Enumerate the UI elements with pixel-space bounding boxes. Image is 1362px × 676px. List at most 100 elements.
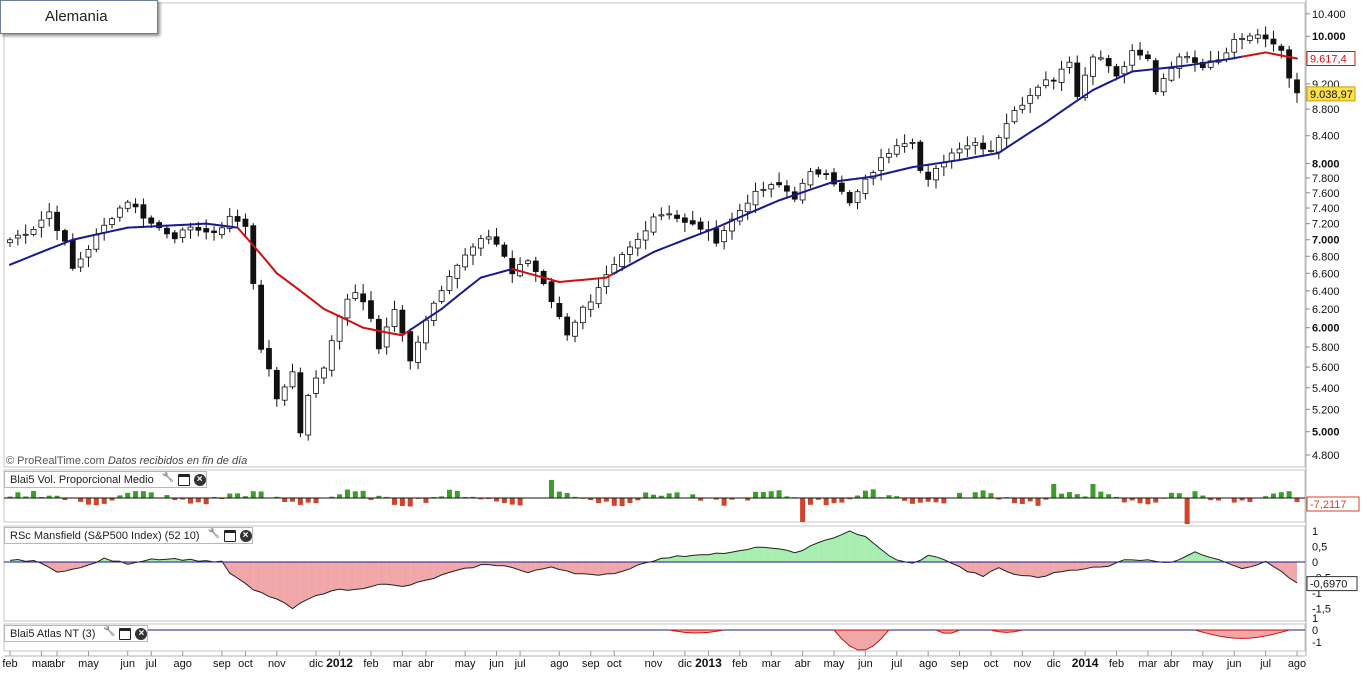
ma-segment <box>850 179 858 180</box>
rsc-tick-label: 1 <box>1312 526 1318 538</box>
ma-segment <box>716 224 724 227</box>
candle <box>565 317 570 335</box>
ma-segment <box>363 328 371 330</box>
price-tick-label: 6.000 <box>1312 323 1340 335</box>
ma-segment <box>677 240 685 243</box>
rsc-fill <box>1273 562 1281 571</box>
x-tick-label: jul <box>145 658 157 670</box>
candle <box>463 255 468 267</box>
volume-bar <box>722 498 727 506</box>
candle <box>839 183 844 191</box>
candle <box>667 214 672 215</box>
candle <box>1185 56 1190 57</box>
x-tick-label: jul <box>1259 658 1271 670</box>
price-tick-label: 4.800 <box>1312 450 1340 462</box>
candle <box>15 235 20 238</box>
ma-segment <box>214 225 222 226</box>
close-icon[interactable]: × <box>240 530 252 542</box>
volume-bar <box>423 498 428 503</box>
wrench-icon[interactable] <box>103 628 115 640</box>
ma-segment <box>465 284 473 290</box>
x-tick-label: oct <box>238 658 253 670</box>
ma-segment <box>1211 61 1219 62</box>
candle <box>164 228 169 234</box>
candle <box>392 310 397 327</box>
ma-segment <box>991 153 999 154</box>
ma-segment <box>1203 62 1211 63</box>
ma-segment <box>865 177 873 178</box>
candle <box>400 310 405 333</box>
price-tick-label: 5.800 <box>1312 342 1340 354</box>
ma-segment <box>395 334 403 335</box>
volume-bar <box>510 498 515 505</box>
ma-segment <box>693 234 701 237</box>
rsc-fill <box>355 562 363 589</box>
candle <box>996 138 1001 153</box>
wrench-icon[interactable] <box>162 474 174 486</box>
price-tick-label: 7.600 <box>1312 188 1340 200</box>
ma-segment <box>1140 70 1148 71</box>
candle <box>714 229 719 244</box>
candle <box>549 282 554 302</box>
ma-segment <box>1195 63 1203 64</box>
ma-segment <box>630 260 638 264</box>
volume-bar <box>408 498 413 506</box>
rsc-fill <box>340 562 348 590</box>
watermark-brand: © ProRealTime.com <box>6 455 105 467</box>
candle <box>698 222 703 229</box>
candle <box>1271 39 1276 44</box>
volume-bar <box>494 498 499 501</box>
volume-bar <box>761 492 766 498</box>
x-tick-label: nov <box>1013 658 1031 670</box>
close-icon[interactable]: × <box>135 628 147 640</box>
candle <box>635 239 640 248</box>
ma-segment <box>1132 71 1140 72</box>
rsc-fill <box>826 538 834 562</box>
x-tick-label: abr <box>418 658 434 670</box>
wrench-icon[interactable] <box>208 530 220 542</box>
rsc-fill <box>693 555 701 562</box>
candle <box>1028 95 1033 103</box>
rsc-fill <box>1093 562 1101 567</box>
price-tick-label: 8.000 <box>1312 159 1340 171</box>
ma-segment <box>1007 143 1015 148</box>
ma-segment <box>912 166 920 167</box>
rsc-fill <box>858 535 866 562</box>
x-tick-label: dic <box>1047 658 1062 670</box>
volume-bar <box>1098 492 1103 498</box>
rsc-fill <box>285 562 293 609</box>
ma-segment <box>905 167 913 169</box>
ma-segment <box>1038 122 1046 127</box>
x-tick-label: mar <box>762 658 781 670</box>
candle <box>235 216 240 221</box>
x-tick-label: nov <box>268 658 286 670</box>
rsc-fill <box>395 562 403 586</box>
volume-bar <box>251 491 256 498</box>
ma-segment <box>1046 117 1054 123</box>
volume-bar <box>918 498 923 503</box>
candle <box>455 265 460 278</box>
x-tick-label: 2014 <box>1072 656 1099 670</box>
candle <box>478 239 483 248</box>
volume-bar <box>910 498 915 504</box>
x-tick-label: jun <box>1226 658 1242 670</box>
price-tick-label: 7.000 <box>1312 235 1340 247</box>
window-icon[interactable] <box>224 530 236 542</box>
candle <box>745 203 750 211</box>
x-tick-label: may <box>455 658 476 670</box>
candle <box>502 245 507 256</box>
candle <box>902 144 907 147</box>
candle <box>31 229 36 234</box>
ma-segment <box>983 154 991 155</box>
close-icon[interactable]: × <box>194 474 206 486</box>
rsc-fill <box>591 562 599 575</box>
candle <box>761 189 766 190</box>
window-icon[interactable] <box>178 474 190 486</box>
volume-bar <box>988 493 993 498</box>
ma-segment <box>1258 52 1266 53</box>
rsc-fill <box>1038 562 1046 577</box>
window-icon[interactable] <box>119 628 131 640</box>
ma-segment <box>654 249 662 252</box>
volume-bar <box>863 491 868 498</box>
ma-segment <box>1054 111 1062 116</box>
